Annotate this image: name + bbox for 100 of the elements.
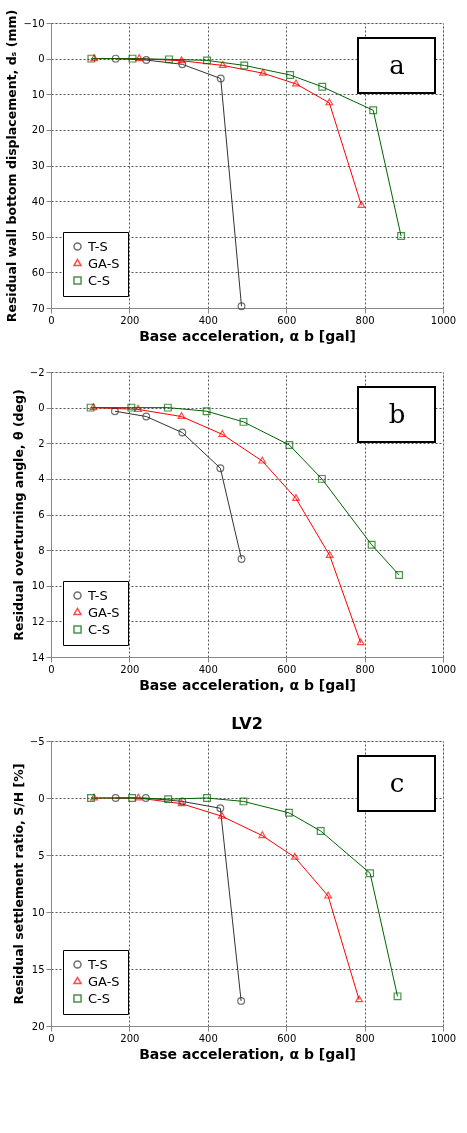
y-axis-title: Residual overturning angle, θ (deg)	[10, 389, 26, 641]
y-tick-label: 2	[38, 437, 45, 449]
x-tick-label: 1000	[430, 1032, 457, 1044]
point	[142, 56, 151, 64]
point	[239, 417, 248, 426]
point	[240, 61, 249, 70]
point	[163, 403, 172, 412]
point	[90, 793, 99, 801]
y-tick-label: 0	[38, 53, 45, 65]
point	[134, 793, 143, 801]
y-tick-label: −5	[29, 735, 45, 747]
y-tick-label: 10	[31, 580, 45, 592]
point	[285, 441, 294, 449]
y-tick-label: 70	[31, 302, 45, 314]
point	[202, 407, 211, 416]
point	[128, 54, 137, 63]
legend-label: T-S	[87, 238, 108, 254]
point	[216, 464, 225, 473]
point	[237, 302, 246, 311]
x-tick-label: 800	[355, 663, 375, 675]
y-tick-label: 0	[38, 402, 45, 414]
y-tick-label: 20	[31, 124, 45, 136]
annotation: c	[389, 768, 405, 798]
legend-label: C-S	[88, 621, 111, 637]
point	[357, 200, 366, 208]
point	[217, 811, 226, 819]
y-tick-label: 10	[31, 906, 45, 918]
legend-label: T-S	[87, 587, 108, 603]
y-tick-label: 0	[38, 792, 45, 804]
x-tick-label: 200	[120, 314, 140, 326]
point	[203, 794, 211, 802]
x-tick-label: 1000	[430, 663, 457, 675]
point	[292, 79, 300, 87]
point	[216, 74, 225, 83]
x-tick-label: 400	[198, 663, 218, 675]
x-tick-label: 800	[355, 1032, 375, 1044]
point	[218, 60, 227, 68]
y-tick-label: 60	[31, 266, 45, 278]
point	[237, 996, 246, 1005]
y-tick-label: 14	[31, 651, 45, 663]
point	[369, 106, 378, 115]
point	[164, 795, 173, 804]
x-tick-label: 400	[198, 1032, 218, 1044]
x-tick-label: 0	[48, 663, 55, 675]
y-tick-label: 5	[38, 849, 45, 861]
point	[177, 56, 186, 64]
y-tick-label: 8	[38, 544, 45, 556]
point	[111, 794, 120, 802]
point	[366, 869, 375, 878]
point	[258, 456, 267, 464]
point	[110, 407, 119, 416]
point	[290, 852, 299, 860]
x-tick-label: 800	[355, 314, 375, 326]
x-tick-label: 1000	[430, 314, 457, 326]
point	[203, 56, 211, 65]
point	[316, 827, 325, 836]
x-axis-title: Base acceleration, α b [gal]	[139, 1045, 356, 1062]
point	[356, 638, 365, 646]
x-tick-label: 200	[120, 663, 140, 675]
legend-label: C-S	[88, 990, 111, 1006]
point	[292, 494, 300, 501]
x-tick-label: 0	[48, 314, 55, 326]
x-tick-label: 400	[198, 314, 218, 326]
y-axis-title: Residual settlement ratio, S/H [%]	[10, 763, 26, 1005]
legend-label: GA-S	[88, 255, 120, 271]
y-tick-label: 50	[31, 231, 45, 243]
legend-label: T-S	[87, 956, 108, 972]
x-tick-label: 200	[120, 1032, 140, 1044]
annotation: b	[388, 399, 406, 429]
y-tick-label: 10	[31, 88, 45, 100]
x-tick-label: 600	[277, 663, 297, 675]
point	[324, 891, 333, 899]
point	[135, 54, 144, 62]
y-tick-label: −10	[23, 17, 45, 29]
point	[259, 68, 268, 76]
point	[393, 992, 402, 1001]
point	[127, 403, 136, 412]
y-tick-label: 20	[31, 1020, 45, 1032]
point	[128, 794, 137, 802]
point	[397, 232, 406, 240]
x-tick-label: 600	[277, 1032, 297, 1044]
point	[142, 412, 151, 421]
y-tick-label: 30	[31, 160, 45, 171]
chart-title: LV2	[231, 714, 263, 733]
y-axis-title: Residual wall bottom displacement, dₛ (mm)	[4, 9, 20, 323]
point	[141, 794, 150, 802]
x-axis-title: Base acceleration, α b [gal]	[139, 676, 356, 693]
annotation: a	[389, 50, 405, 80]
point	[286, 71, 295, 79]
x-axis-title: Base acceleration, α b [gal]	[139, 327, 356, 344]
point	[165, 55, 173, 64]
x-tick-label: 600	[277, 314, 297, 326]
y-tick-label: −2	[29, 366, 45, 378]
point	[284, 808, 293, 817]
legend-label: GA-S	[88, 604, 120, 620]
y-tick-label: 12	[31, 615, 45, 627]
point	[218, 429, 227, 437]
legend-label: GA-S	[88, 973, 120, 989]
point	[355, 995, 364, 1003]
legend-label: C-S	[88, 272, 111, 288]
